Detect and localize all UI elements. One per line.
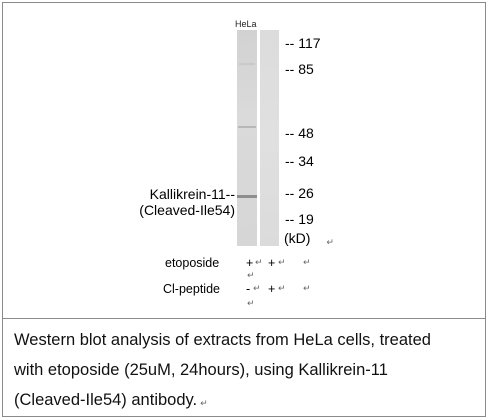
paragraph-mark: ↵ <box>253 284 261 294</box>
paragraph-mark: ↵ <box>247 271 255 281</box>
unit-label: (kD) ↵ <box>284 230 334 248</box>
marker-85: -- 85 <box>285 61 314 77</box>
marker-prefix: -- <box>285 211 295 227</box>
marker-prefix: -- <box>285 153 295 169</box>
marker-value: 117 <box>298 35 321 51</box>
marker-value: 26 <box>298 185 314 201</box>
figure-caption: Western blot analysis of extracts from H… <box>14 325 480 418</box>
paragraph-mark: ↵ <box>247 299 255 309</box>
marker-prefix: -- <box>285 61 295 77</box>
caption-line-3: (Cleaved-Ile54) antibody. ↵ <box>14 391 208 409</box>
paragraph-mark: ↵ <box>278 284 286 294</box>
cl-peptide-lane-1: - <box>246 282 251 296</box>
sample-label: HeLa <box>235 19 257 29</box>
marker-19: -- 19 <box>285 211 314 227</box>
cl-peptide-lane-2: + <box>268 282 276 296</box>
row-label-cl-peptide: Cl-peptide <box>163 282 220 296</box>
marker-prefix: -- <box>285 35 295 51</box>
band-mid <box>238 126 256 128</box>
etoposide-lane-2: + <box>268 256 276 270</box>
marker-34: -- 34 <box>285 153 314 169</box>
marker-value: 19 <box>298 211 314 227</box>
marker-48: -- 48 <box>285 125 314 141</box>
marker-value: 85 <box>298 61 314 77</box>
paragraph-mark: ↵ <box>303 284 311 294</box>
blot-lane-2 <box>260 30 279 246</box>
target-label: Kallikrein-11-- (Cleaved-Ile54) <box>139 186 235 218</box>
marker-26: -- 26 <box>285 185 314 201</box>
caption-line-1: Western blot analysis of extracts from H… <box>14 331 431 349</box>
figure-frame <box>2 2 486 417</box>
marker-value: 34 <box>298 153 314 169</box>
marker-prefix: -- <box>285 185 295 201</box>
table-divider <box>2 318 486 319</box>
target-line-1: Kallikrein-11-- <box>149 186 235 202</box>
blot-lane-1 <box>237 30 257 246</box>
band-faint-top <box>239 63 255 65</box>
caption-line-2: with etoposide (25uM, 24hours), using Ka… <box>14 361 388 379</box>
etoposide-lane-1: + <box>246 256 254 270</box>
paragraph-mark: ↵ <box>278 258 286 268</box>
target-line-2: (Cleaved-Ile54) <box>139 202 235 218</box>
marker-117: -- 117 <box>285 35 321 51</box>
band-target <box>237 195 257 198</box>
paragraph-mark: ↵ <box>255 258 263 268</box>
marker-prefix: -- <box>285 125 295 141</box>
paragraph-mark: ↵ <box>303 258 311 268</box>
row-label-etoposide: etoposide <box>165 256 220 270</box>
marker-value: 48 <box>298 125 314 141</box>
